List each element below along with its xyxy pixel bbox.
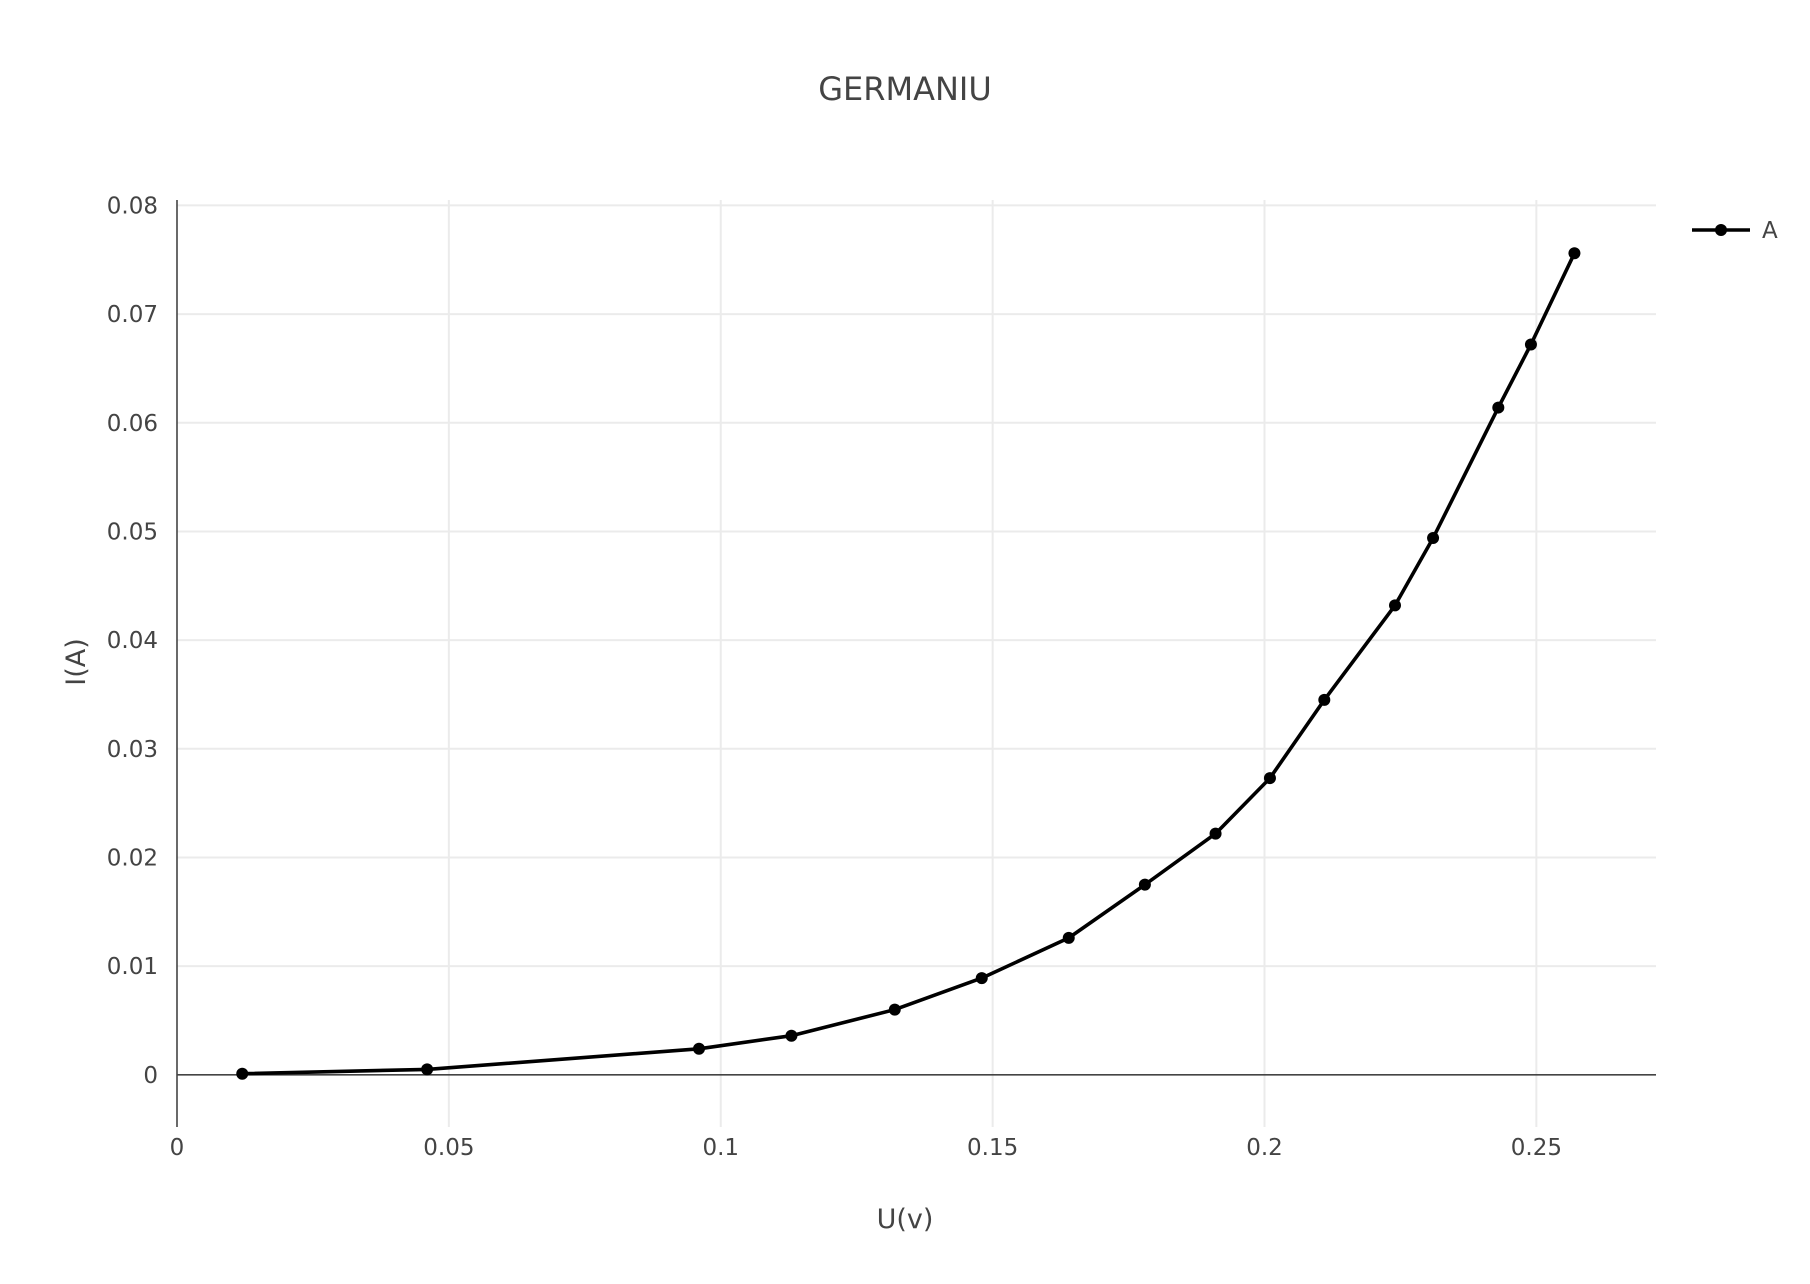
grid	[177, 200, 1656, 1127]
x-axis-title: U(v)	[877, 1204, 934, 1235]
x-tick-label: 0.25	[1511, 1135, 1562, 1161]
data-point[interactable]	[1209, 827, 1222, 840]
data-point[interactable]	[1138, 878, 1151, 891]
data-point[interactable]	[1318, 693, 1331, 706]
data-point[interactable]	[1062, 931, 1075, 944]
y-axis-title: I(A)	[61, 638, 92, 686]
y-tick-label: 0	[143, 1063, 158, 1089]
y-tick-label: 0.03	[107, 737, 158, 763]
y-tick-label: 0.07	[107, 302, 158, 328]
y-tick-label: 0.08	[107, 193, 158, 219]
data-point[interactable]	[975, 972, 988, 985]
data-point[interactable]	[1389, 599, 1401, 612]
x-tick-label: 0.15	[967, 1135, 1018, 1161]
data-point[interactable]	[236, 1067, 249, 1080]
data-point[interactable]	[1263, 772, 1276, 785]
data-point[interactable]	[888, 1003, 901, 1016]
legend[interactable]: A	[1692, 218, 1778, 244]
y-tick-label: 0.01	[107, 954, 158, 980]
y-tick-label: 0.05	[107, 519, 158, 545]
y-tick-label: 0.02	[107, 845, 158, 871]
x-tick-label: 0.1	[702, 1135, 739, 1161]
data-point[interactable]	[693, 1042, 705, 1055]
data-point[interactable]	[1427, 531, 1440, 544]
data-point[interactable]	[1568, 247, 1581, 260]
plot-area	[236, 247, 1581, 1080]
x-tick-label: 0.2	[1246, 1135, 1283, 1161]
tick-labels: 0 0.05 0.1 0.15 0.2 0.25 0 0.01 0.02 0.03 0.04 0.05…	[107, 193, 1562, 1161]
series-line	[242, 252, 1577, 1076]
data-point[interactable]	[1492, 401, 1505, 414]
y-tick-label: 0.04	[107, 628, 158, 654]
x-tick-label: 0.05	[423, 1135, 474, 1161]
chart-title: GERMANIU	[818, 70, 992, 108]
legend-label[interactable]: A	[1762, 218, 1778, 244]
data-point[interactable]	[421, 1063, 434, 1076]
axes	[176, 200, 1656, 1127]
data-point[interactable]	[785, 1029, 798, 1042]
legend-marker	[1715, 224, 1727, 236]
data-point[interactable]	[1524, 338, 1537, 351]
y-tick-label: 0.06	[107, 411, 158, 437]
x-tick-label: 0	[170, 1135, 185, 1161]
